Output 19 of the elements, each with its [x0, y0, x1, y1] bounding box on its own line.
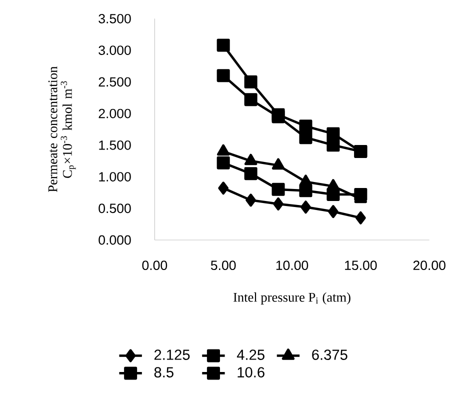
legend-label: 8.5 — [154, 367, 174, 378]
y-tick-label: 3.000 — [98, 46, 131, 55]
x-axis-title: Intel pressure P$_{i}$ (atm) — [233, 292, 350, 304]
legend-label: 2.125 — [154, 350, 190, 360]
y-tick-label: 2.500 — [98, 77, 131, 87]
x-tick-label: 5.00 — [210, 260, 236, 270]
x-tick-label: 10.00 — [276, 260, 308, 270]
x-tick-label: 15.00 — [345, 260, 377, 270]
legend-label: 10.6 — [238, 367, 264, 378]
y-tick-label: 3.500 — [98, 14, 131, 24]
legend-label: 4.25 — [236, 350, 264, 360]
y-tick-label: 2.000 — [98, 108, 131, 118]
x-tick-label: 20.00 — [413, 260, 446, 270]
y-tick-label: 0.500 — [98, 204, 131, 214]
y-tick-label: 1.500 — [99, 140, 131, 150]
y-tick-label: 1.000 — [99, 172, 131, 182]
x-tick-label: 0.00 — [142, 260, 168, 270]
y-tick-label: 0.000 — [98, 235, 131, 245]
legend-label: 6.375 — [312, 350, 348, 360]
